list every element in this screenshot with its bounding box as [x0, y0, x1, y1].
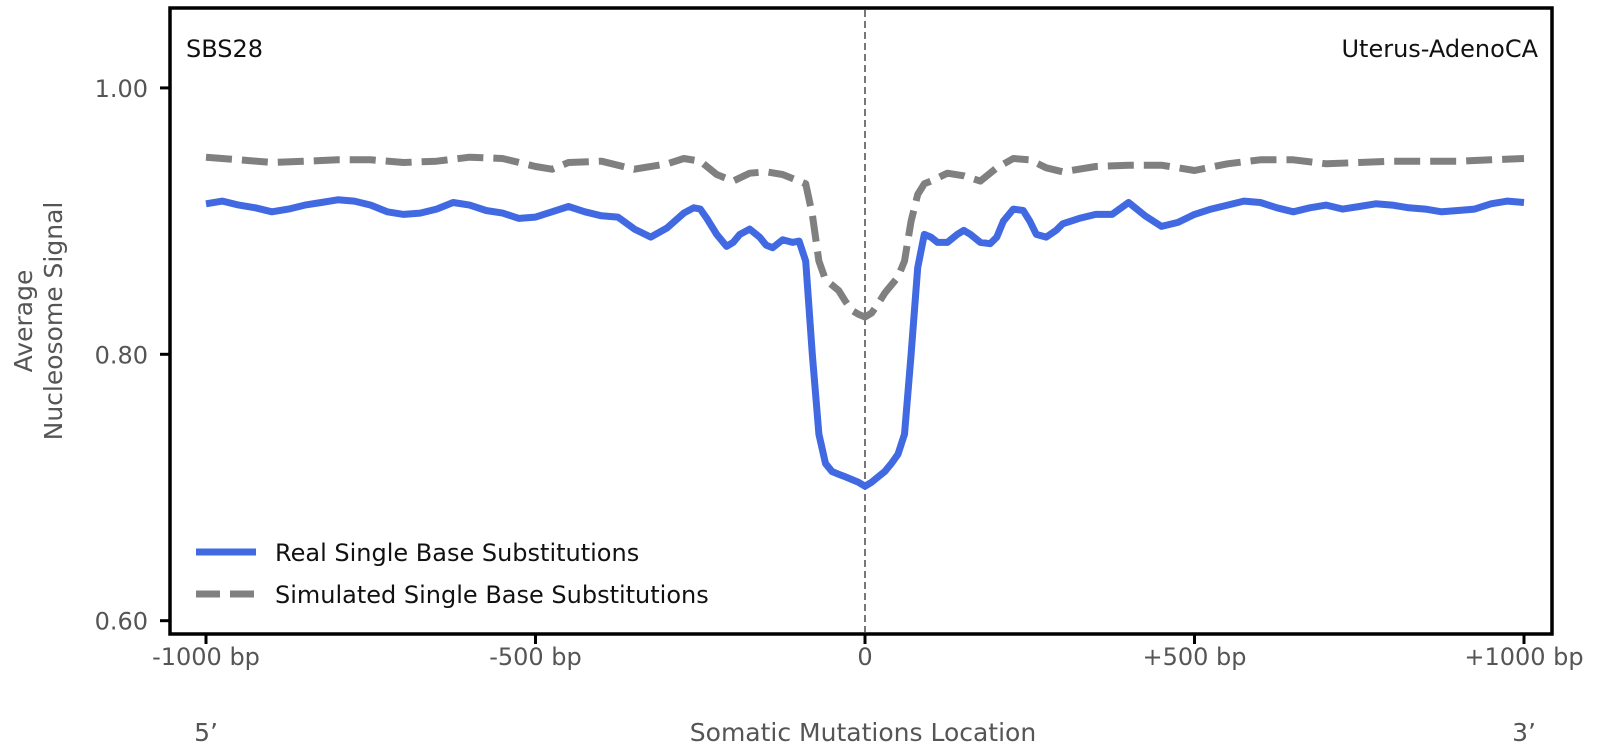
y-axis-title-line1: Average — [9, 270, 38, 373]
x-tick-label: +1000 bp — [1464, 643, 1583, 671]
series-line-simulated — [205, 153, 1525, 321]
strand-5prime-label: 5’ — [194, 718, 218, 747]
y-tick-label: 1.00 — [95, 75, 148, 103]
y-tick-label: 0.60 — [95, 608, 148, 636]
x-tick-label: -500 bp — [489, 643, 582, 671]
x-tick-label: -1000 bp — [152, 643, 260, 671]
strand-3prime-label: 3’ — [1512, 718, 1536, 747]
signature-label: SBS28 — [186, 35, 263, 63]
x-tick-label: +500 bp — [1142, 643, 1246, 671]
plot-frame — [168, 6, 1554, 636]
legend-label-real: Real Single Base Substitutions — [275, 539, 639, 567]
tissue-label: Uterus-AdenoCA — [1341, 35, 1538, 63]
x-axis-title: Somatic Mutations Location — [690, 718, 1036, 747]
series-line-real — [205, 196, 1525, 490]
legend: Real Single Base Substitutions Simulated… — [196, 539, 709, 609]
x-tick-label: 0 — [857, 643, 872, 671]
y-tick-label: 0.80 — [95, 341, 148, 369]
y-axis-title-line2: Nucleosome Signal — [39, 202, 68, 441]
legend-label-simulated: Simulated Single Base Substitutions — [275, 581, 709, 609]
